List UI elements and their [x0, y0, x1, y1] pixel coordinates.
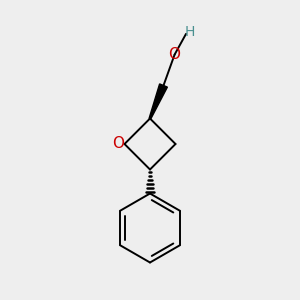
Text: O: O [112, 136, 124, 152]
Text: O: O [169, 47, 181, 62]
Text: H: H [184, 26, 195, 39]
Polygon shape [149, 84, 167, 119]
